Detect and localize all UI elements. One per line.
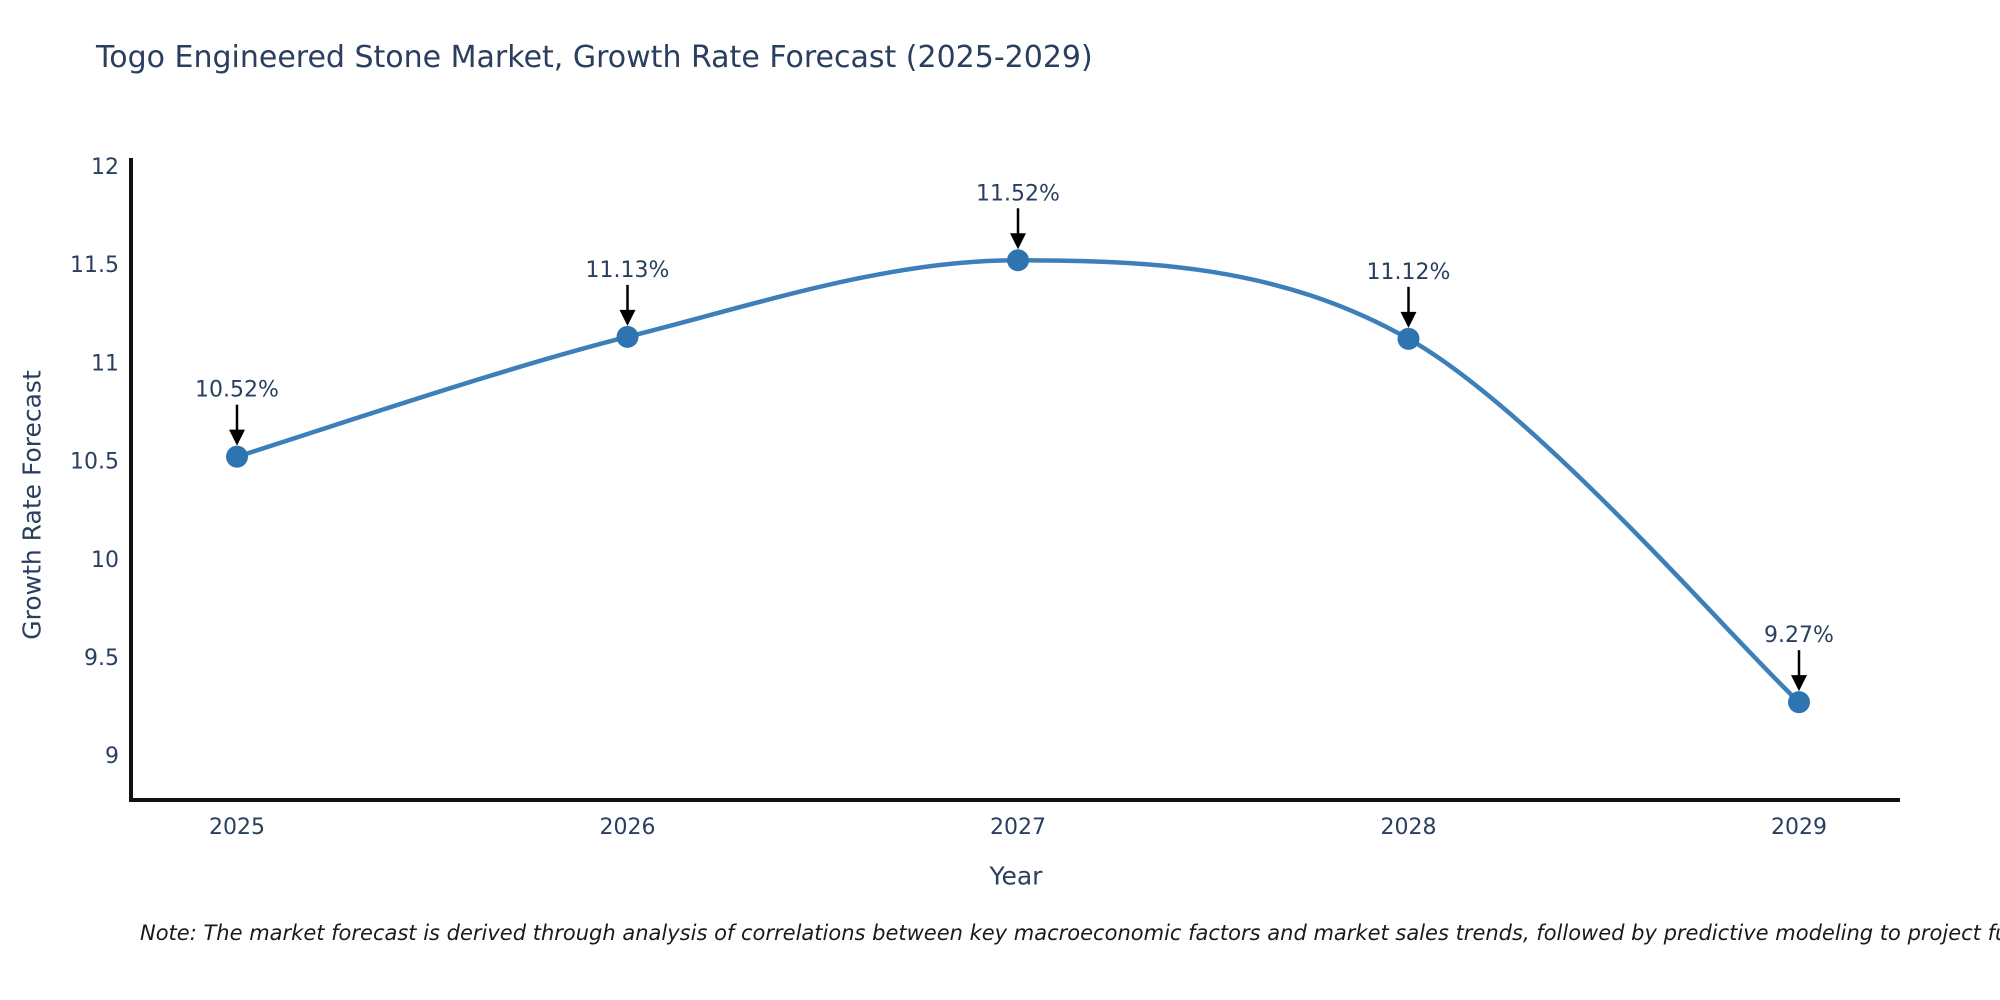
x-tick-label: 2028 [1381, 815, 1437, 840]
x-tick-label: 2027 [990, 815, 1046, 840]
y-tick-label: 9.5 [84, 646, 119, 671]
chart-title: Togo Engineered Stone Market, Growth Rat… [96, 40, 1093, 75]
annotation-arrowhead [1791, 675, 1807, 692]
y-tick-label: 11 [91, 351, 119, 376]
annotation-arrowhead [1010, 233, 1026, 250]
annotation-arrowhead [229, 429, 245, 446]
series-line [236, 258, 1801, 704]
annotation-label: 11.12% [1367, 260, 1451, 285]
footnote: Note: The market forecast is derived thr… [140, 921, 2000, 945]
annotation-arrowhead [619, 309, 636, 326]
y-tick-label: 9 [105, 744, 119, 769]
data-point-marker [226, 445, 248, 468]
y-tick-label: 10 [91, 548, 119, 573]
data-point-marker [1007, 249, 1029, 272]
x-tick-label: 2026 [600, 815, 656, 840]
annotation-arrowhead [1400, 311, 1417, 328]
x-tick-label: 2025 [209, 815, 265, 840]
data-point-marker [1788, 691, 1810, 714]
y-tick-label: 10.5 [70, 450, 119, 475]
annotation-label: 11.52% [976, 181, 1060, 206]
x-axis-title: Year [989, 861, 1043, 891]
annotation-label: 10.52% [195, 378, 279, 403]
data-point-marker [1397, 327, 1420, 350]
annotation-label: 9.27% [1764, 623, 1834, 648]
y-tick-label: 12 [91, 155, 119, 180]
x-tick-label: 2029 [1771, 815, 1827, 840]
data-point-marker [616, 325, 639, 348]
annotation-label: 11.13% [586, 258, 670, 283]
y-tick-label: 11.5 [70, 253, 119, 278]
y-axis-title: Growth Rate Forecast [17, 370, 47, 640]
